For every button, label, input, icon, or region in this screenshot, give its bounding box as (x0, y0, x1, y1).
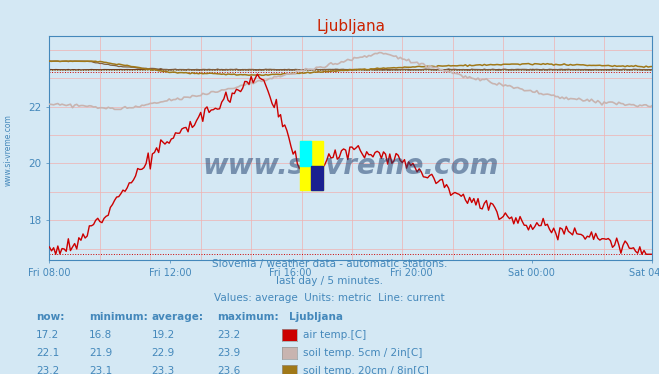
Text: 16.8: 16.8 (89, 330, 112, 340)
Text: 17.2: 17.2 (36, 330, 59, 340)
Text: maximum:: maximum: (217, 312, 279, 322)
Text: 23.2: 23.2 (217, 330, 241, 340)
Text: soil temp. 5cm / 2in[C]: soil temp. 5cm / 2in[C] (303, 348, 422, 358)
Text: 23.9: 23.9 (217, 348, 241, 358)
Text: www.si-vreme.com: www.si-vreme.com (3, 114, 13, 186)
Text: last day / 5 minutes.: last day / 5 minutes. (276, 276, 383, 286)
Text: air temp.[C]: air temp.[C] (303, 330, 366, 340)
Text: 22.9: 22.9 (152, 348, 175, 358)
Text: Slovenia / weather data - automatic stations.: Slovenia / weather data - automatic stat… (212, 260, 447, 269)
Text: 23.1: 23.1 (89, 366, 112, 374)
Text: Values: average  Units: metric  Line: current: Values: average Units: metric Line: curr… (214, 293, 445, 303)
Text: average:: average: (152, 312, 204, 322)
Bar (300, 141, 322, 190)
Text: minimum:: minimum: (89, 312, 148, 322)
Text: 23.6: 23.6 (217, 366, 241, 374)
Text: 21.9: 21.9 (89, 348, 112, 358)
Text: www.si-vreme.com: www.si-vreme.com (203, 152, 499, 180)
Bar (300, 141, 311, 166)
Text: 23.3: 23.3 (152, 366, 175, 374)
Text: Ljubljana: Ljubljana (289, 312, 343, 322)
Bar (311, 166, 322, 190)
Text: 19.2: 19.2 (152, 330, 175, 340)
Title: Ljubljana: Ljubljana (316, 19, 386, 34)
Text: 23.2: 23.2 (36, 366, 59, 374)
Text: 22.1: 22.1 (36, 348, 59, 358)
Text: now:: now: (36, 312, 65, 322)
Text: soil temp. 20cm / 8in[C]: soil temp. 20cm / 8in[C] (303, 366, 429, 374)
